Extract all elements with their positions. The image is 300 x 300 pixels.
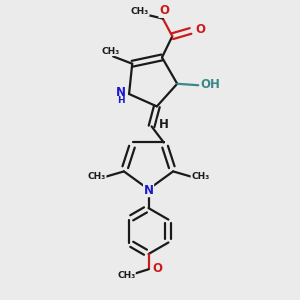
Text: CH₃: CH₃	[191, 172, 209, 181]
Text: CH₃: CH₃	[131, 7, 149, 16]
Text: H: H	[158, 118, 168, 131]
Text: O: O	[195, 23, 205, 36]
Text: CH₃: CH₃	[88, 172, 106, 181]
Text: N: N	[143, 184, 154, 197]
Text: OH: OH	[200, 78, 220, 91]
Text: O: O	[159, 4, 169, 17]
Text: H: H	[117, 96, 124, 105]
Text: N: N	[116, 86, 126, 99]
Text: O: O	[152, 262, 162, 275]
Text: CH₃: CH₃	[102, 46, 120, 56]
Text: CH₃: CH₃	[117, 271, 135, 280]
